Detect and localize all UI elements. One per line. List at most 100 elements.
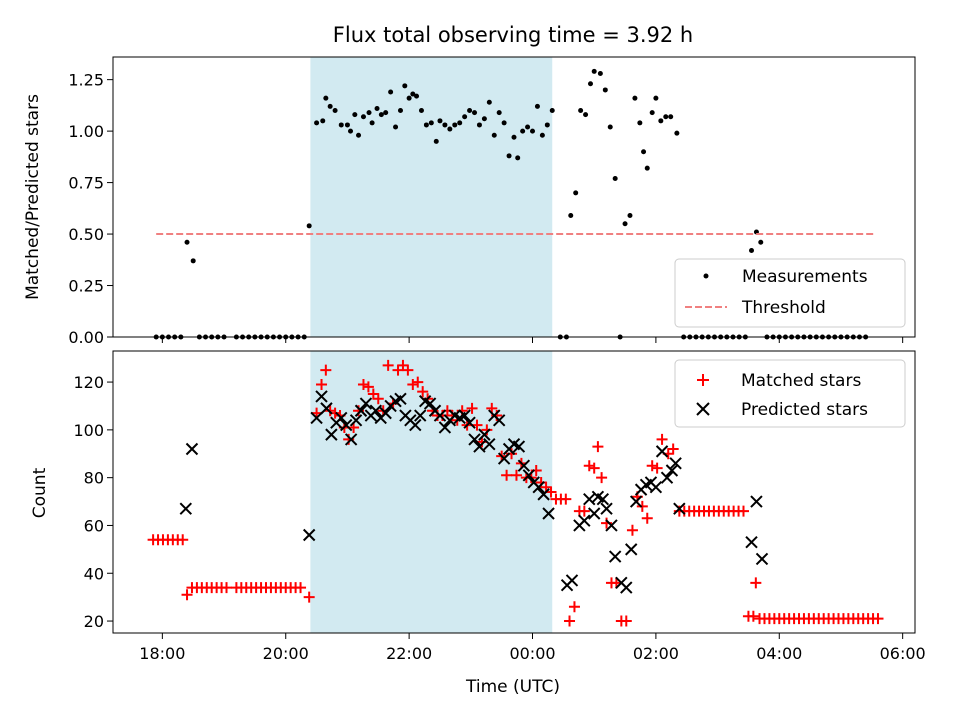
measurement-point (525, 124, 531, 130)
predicted-star-point (620, 581, 633, 594)
top-ytick-label: 0.50 (68, 225, 104, 244)
matched-star-point (295, 582, 307, 594)
predicted-star-point (537, 488, 550, 501)
matched-star-point (560, 493, 572, 505)
predicted-star-point (565, 574, 579, 587)
predicted-star-point (755, 552, 769, 566)
predicted-star-point (522, 469, 536, 482)
measurement-point (428, 120, 434, 126)
matched-star-point (367, 388, 379, 400)
bot-xtick-label: 18:00 (139, 644, 185, 663)
measurement-point (190, 258, 196, 264)
measurement-point (674, 130, 680, 136)
measurement-point (511, 134, 517, 140)
matched-star-point (747, 610, 759, 622)
measurement-point (410, 91, 416, 97)
matched-star-point (737, 505, 749, 517)
predicted-star-point (625, 543, 638, 556)
matched-star-point (382, 359, 394, 371)
measurement-point (496, 110, 502, 116)
matched-star-point (412, 376, 424, 388)
measurement-point (402, 83, 408, 89)
measurement-point (578, 108, 584, 114)
measurement-point (366, 110, 372, 116)
measurement-point (433, 138, 439, 144)
legend-threshold-label: Threshold (741, 298, 826, 318)
measurement-point (414, 93, 420, 99)
top-ytick-label: 0.00 (68, 328, 104, 347)
matched-star-point (316, 378, 328, 390)
predicted-star-point (335, 411, 348, 425)
matched-star-point (750, 577, 762, 589)
measurement-point (520, 128, 526, 134)
predicted-star-point (649, 481, 663, 494)
measurement-point (472, 110, 478, 116)
predicted-star-point (379, 406, 392, 420)
predicted-star-point (655, 445, 669, 458)
top-shaded-region (310, 57, 553, 337)
predicted-star-point (468, 433, 481, 446)
measurement-point (539, 132, 545, 138)
measurement-point (644, 165, 650, 171)
predicted-star-point (497, 452, 511, 465)
measurement-point (658, 118, 664, 124)
top-chart-title: Flux total observing time = 3.92 h (333, 23, 693, 47)
bottom-y-axis-label: Count (30, 467, 50, 518)
predicted-star-point (354, 404, 368, 417)
matched-star-point (303, 591, 315, 603)
measurement-point (447, 126, 453, 132)
predicted-star-point (600, 502, 613, 515)
measurement-point (338, 122, 344, 128)
matched-star-point (402, 364, 414, 376)
measurement-point (481, 116, 487, 122)
matched-star-point (392, 364, 404, 376)
bot-xtick-label: 06:00 (880, 644, 926, 663)
predicted-star-point (669, 457, 682, 470)
top-legend-box (674, 258, 906, 328)
measurement-point (591, 68, 597, 74)
matched-star-point (397, 359, 409, 371)
measurement-point (457, 120, 463, 126)
top-axes-frame (112, 56, 916, 338)
bottom-shaded-region (310, 351, 553, 633)
matched-star-point (407, 378, 419, 390)
predicted-star-point (344, 433, 358, 446)
top-ytick-label: 0.25 (68, 277, 104, 296)
matched-star-point (177, 534, 189, 546)
matched-star-point (181, 589, 193, 601)
matched-star-point (221, 582, 233, 594)
predicted-star-point (583, 492, 596, 506)
predicted-star-point (517, 459, 531, 472)
predicted-star-point (483, 437, 496, 451)
bottom-panel: 20 40 60 80 100 120 18:00 20:00 22:00 00:00 02:00… (30, 350, 926, 697)
legend-predicted-marker (696, 402, 710, 416)
measurement-point (653, 95, 659, 101)
matched-star-point (656, 433, 668, 445)
measurement-point (374, 105, 380, 111)
legend-matched-marker (697, 374, 709, 386)
measurement-point (583, 112, 589, 118)
matched-star-point (501, 469, 513, 481)
measurement-point (467, 108, 473, 114)
predicted-star-point (185, 442, 199, 456)
predicted-star-point (596, 492, 610, 506)
measurement-point (627, 213, 633, 219)
measurement-point (314, 120, 320, 126)
matched-star-point (417, 386, 429, 398)
measurement-point (549, 108, 555, 114)
matched-star-point (320, 364, 332, 376)
measurement-point (568, 213, 574, 219)
measurement-point (418, 108, 424, 114)
measurement-point (632, 95, 638, 101)
measurement-point (388, 89, 394, 95)
matched-star-point (357, 378, 369, 390)
measurement-point (573, 190, 579, 196)
predicted-star-point (369, 404, 383, 417)
measurement-point (306, 223, 312, 229)
predicted-star-point (492, 414, 506, 427)
measurement-point (501, 120, 507, 126)
measurement-point (383, 110, 389, 116)
measurement-point (544, 122, 550, 128)
predicted-star-point (359, 397, 373, 410)
bot-ytick-label: 40 (84, 564, 104, 583)
